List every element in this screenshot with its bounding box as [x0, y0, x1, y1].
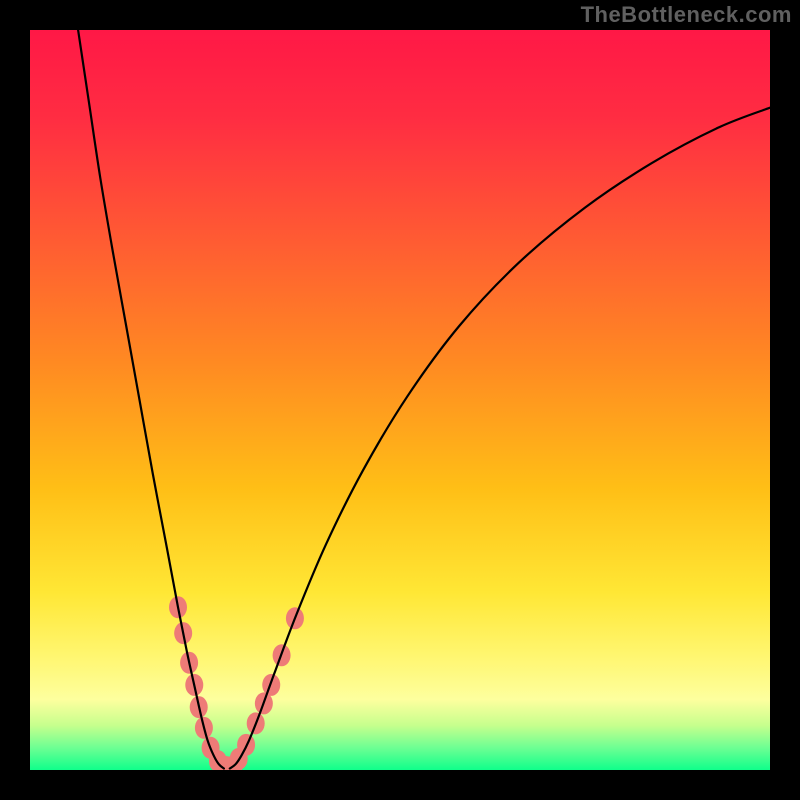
chart-svg: [0, 0, 800, 800]
bottleneck-chart: TheBottleneck.com: [0, 0, 800, 800]
watermark-text: TheBottleneck.com: [581, 2, 792, 28]
